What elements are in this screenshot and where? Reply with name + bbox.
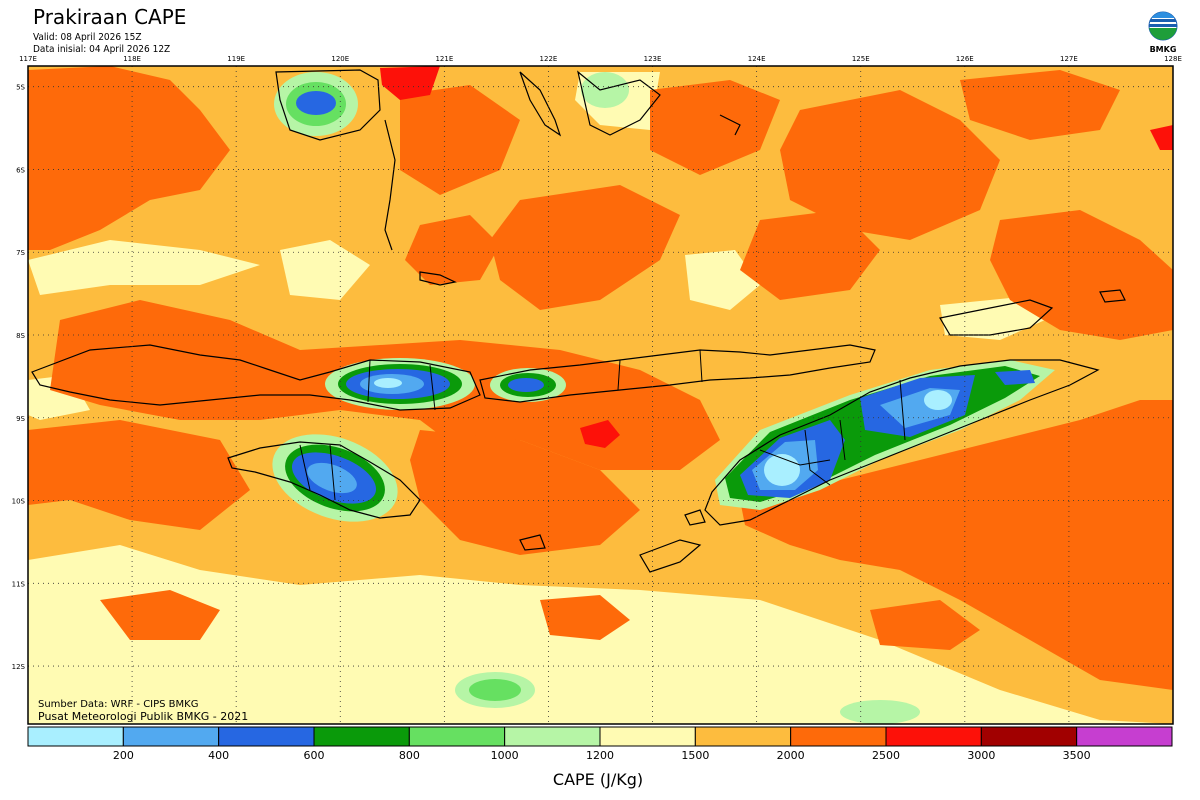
logo-text: BMKG bbox=[1150, 45, 1177, 54]
colorbar-swatch bbox=[885, 726, 982, 747]
lat-label: 11S bbox=[12, 580, 26, 588]
initial-time: Data inisial: 04 April 2026 12Z bbox=[33, 44, 171, 55]
colorbar-swatch bbox=[408, 726, 506, 747]
cape-low-cluster-south bbox=[455, 72, 920, 724]
colorbar-tick-label: 1500 bbox=[681, 749, 709, 762]
bmkg-logo: BMKG bbox=[1148, 11, 1178, 54]
cape-low-cluster-timor bbox=[715, 360, 1055, 510]
lat-label: 7S bbox=[16, 249, 25, 257]
lat-label: 12S bbox=[12, 663, 26, 671]
colorbar-tick-label: 1000 bbox=[491, 749, 519, 762]
lon-label: 122E bbox=[540, 55, 558, 63]
colorbar-tick-label: 2500 bbox=[872, 749, 900, 762]
lon-label: 124E bbox=[748, 55, 766, 63]
lon-label: 127E bbox=[1060, 55, 1078, 63]
colorbar-title: CAPE (J/Kg) bbox=[553, 770, 643, 789]
colorbar-swatch bbox=[599, 726, 696, 747]
valid-time: Valid: 08 April 2026 15Z bbox=[33, 32, 142, 43]
cape-low-cluster-flores-west bbox=[490, 368, 566, 402]
lat-label: 6S bbox=[16, 166, 25, 174]
colorbar-swatch bbox=[504, 726, 601, 747]
colorbar-swatch bbox=[694, 726, 792, 747]
lat-label: 9S bbox=[16, 415, 25, 423]
colorbar-swatch bbox=[1076, 726, 1173, 747]
lon-label: 125E bbox=[852, 55, 870, 63]
cape-band-2500-3000 bbox=[380, 66, 1173, 448]
colorbar-tick-label: 400 bbox=[208, 749, 229, 762]
colorbar-swatch bbox=[27, 726, 124, 747]
lat-label: 5S bbox=[16, 84, 25, 92]
colorbar-tick-label: 200 bbox=[113, 749, 134, 762]
colorbar-tick-label: 600 bbox=[304, 749, 325, 762]
lon-label: 118E bbox=[123, 55, 141, 63]
admin-boundaries bbox=[299, 349, 906, 501]
cape-low-cluster-sumba bbox=[272, 434, 398, 522]
lon-labels: 117E 118E 119E 120E 121E 122E 123E 124E 125E 126E… bbox=[19, 55, 1182, 63]
lat-label: 8S bbox=[16, 332, 25, 340]
lon-label: 121E bbox=[435, 55, 453, 63]
lon-label: 128E bbox=[1164, 55, 1182, 63]
map-frame bbox=[27, 65, 1174, 725]
colorbar-tick-label: 3500 bbox=[1063, 749, 1091, 762]
lat-labels: 5S 6S 7S 8S 9S 10S 11S 12S bbox=[12, 84, 26, 671]
lon-label: 126E bbox=[956, 55, 974, 63]
colorbar-tick-label: 2000 bbox=[777, 749, 805, 762]
coastlines bbox=[31, 69, 1126, 573]
lat-lon-grid bbox=[28, 66, 1173, 724]
colorbar-tick-label: 800 bbox=[399, 749, 420, 762]
lon-label: 119E bbox=[227, 55, 245, 63]
colorbar-tick-label: 1200 bbox=[586, 749, 614, 762]
colorbar-swatch bbox=[313, 726, 410, 747]
credit-text: Pusat Meteorologi Publik BMKG - 2021 bbox=[38, 710, 248, 723]
colorbar-swatch bbox=[122, 726, 220, 747]
colorbar-swatch bbox=[790, 726, 887, 747]
colorbar-swatch bbox=[218, 726, 315, 747]
map-title: Prakiraan CAPE bbox=[33, 5, 187, 29]
lon-label: 120E bbox=[331, 55, 349, 63]
source-text: Sumber Data: WRF - CIPS BMKG bbox=[38, 699, 198, 710]
colorbar-swatch bbox=[980, 726, 1078, 747]
lon-label: 117E bbox=[19, 55, 37, 63]
lon-label: 123E bbox=[644, 55, 662, 63]
lat-label: 10S bbox=[12, 498, 26, 506]
colorbar-tick-label: 3000 bbox=[967, 749, 995, 762]
cape-low-cluster-north bbox=[274, 72, 358, 136]
